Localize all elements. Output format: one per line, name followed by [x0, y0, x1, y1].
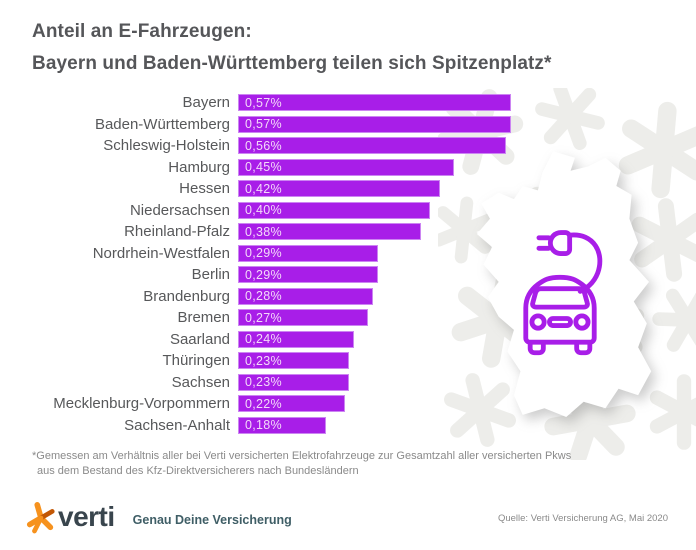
chart-row: Bremen 0,27%: [32, 307, 511, 329]
bar-value: 0,42%: [245, 181, 282, 196]
row-label: Mecklenburg-Vorpommern: [53, 395, 230, 413]
row-label: Niedersachsen: [129, 201, 230, 219]
bar-value: 0,29%: [245, 246, 282, 261]
row-label: Baden-Württemberg: [94, 115, 230, 133]
bar: 0,18%: [238, 416, 326, 434]
row-label: Sachsen: [171, 373, 230, 391]
chart-row: Sachsen 0,23%: [32, 372, 511, 394]
bar-value: 0,23%: [245, 353, 282, 368]
row-label: Bayern: [182, 94, 230, 112]
bar-track: 0,40%: [238, 201, 430, 219]
bar-track: 0,23%: [238, 373, 349, 391]
bar-value: 0,22%: [245, 396, 282, 411]
footnote-line-2: aus dem Bestand des Kfz-Direktversichere…: [37, 465, 359, 477]
bar: 0,57%: [238, 94, 511, 112]
chart-row: Saarland 0,24%: [32, 329, 511, 351]
row-label: Berlin: [191, 266, 230, 284]
verti-logo: verti Genau Deine Versicherung: [26, 500, 292, 534]
germany-map-icon: [476, 151, 652, 418]
bar: 0,29%: [238, 266, 378, 284]
bar: 0,22%: [238, 395, 345, 413]
title-line-2: Bayern und Baden-Württemberg teilen sich…: [32, 53, 552, 74]
chart-row: Mecklenburg-Vorpommern 0,22%: [32, 393, 511, 415]
chart-row: Hessen 0,42%: [32, 178, 511, 200]
bar-track: 0,56%: [238, 137, 506, 155]
row-label: Nordrhein-Westfalen: [92, 244, 230, 262]
page-title: Anteil an E-Fahrzeugen: Bayern und Baden…: [32, 16, 552, 80]
bar-value: 0,27%: [245, 310, 282, 325]
bar-value: 0,57%: [245, 117, 282, 132]
bar: 0,57%: [238, 115, 511, 133]
bar-track: 0,57%: [238, 94, 511, 112]
bar-value: 0,56%: [245, 138, 282, 153]
bar: 0,24%: [238, 330, 354, 348]
bar-track: 0,42%: [238, 180, 440, 198]
bar: 0,38%: [238, 223, 421, 241]
bar-track: 0,24%: [238, 330, 354, 348]
row-label: Thüringen: [162, 352, 230, 370]
bar-value: 0,18%: [245, 418, 282, 433]
row-label: Hessen: [179, 180, 230, 198]
bar-track: 0,38%: [238, 223, 421, 241]
bar-track: 0,29%: [238, 266, 378, 284]
bar: 0,45%: [238, 158, 454, 176]
bar: 0,42%: [238, 180, 440, 198]
chart-row: Schleswig-Holstein 0,56%: [32, 135, 511, 157]
bar: 0,28%: [238, 287, 373, 305]
bar: 0,40%: [238, 201, 430, 219]
electric-car-plug-icon: [523, 230, 603, 356]
bar: 0,23%: [238, 352, 349, 370]
bar-track: 0,28%: [238, 287, 373, 305]
row-label: Saarland: [169, 330, 230, 348]
bar-track: 0,22%: [238, 395, 345, 413]
chart-row: Niedersachsen 0,40%: [32, 200, 511, 222]
bar-track: 0,29%: [238, 244, 378, 262]
chart-row: Nordrhein-Westfalen 0,29%: [32, 243, 511, 265]
footnote: *Gemessen am Verhältnis aller bei Verti …: [32, 449, 571, 479]
bar-value: 0,24%: [245, 332, 282, 347]
chart-row: Bayern 0,57%: [32, 92, 511, 114]
row-label: Sachsen-Anhalt: [124, 416, 230, 434]
bar-track: 0,27%: [238, 309, 368, 327]
bar: 0,56%: [238, 137, 506, 155]
chart-row: Baden-Württemberg 0,57%: [32, 114, 511, 136]
chart-row: Berlin 0,29%: [32, 264, 511, 286]
bar-value: 0,40%: [245, 203, 282, 218]
chart-row: Brandenburg 0,28%: [32, 286, 511, 308]
bar-track: 0,18%: [238, 416, 326, 434]
verti-wordmark: verti: [58, 501, 115, 532]
chart-row: Thüringen 0,23%: [32, 350, 511, 372]
row-label: Schleswig-Holstein: [103, 137, 230, 155]
title-line-1: Anteil an E-Fahrzeugen:: [32, 21, 252, 42]
bar-value: 0,28%: [245, 289, 282, 304]
chart-row: Hamburg 0,45%: [32, 157, 511, 179]
footnote-line-1: *Gemessen am Verhältnis aller bei Verti …: [32, 450, 572, 462]
bar-value: 0,45%: [245, 160, 282, 175]
bar-value: 0,23%: [245, 375, 282, 390]
bar-track: 0,23%: [238, 352, 349, 370]
bar: 0,23%: [238, 373, 349, 391]
bar-track: 0,45%: [238, 158, 454, 176]
bar-value: 0,29%: [245, 267, 282, 282]
row-label: Brandenburg: [143, 287, 230, 305]
bar: 0,29%: [238, 244, 378, 262]
bar-value: 0,57%: [245, 95, 282, 110]
logo-tagline: Genau Deine Versicherung: [132, 513, 292, 527]
bar-chart: Bayern 0,57% Baden-Württemberg 0,57% Sch…: [32, 92, 511, 436]
chart-row: Rheinland-Pfalz 0,38%: [32, 221, 511, 243]
bar: 0,27%: [238, 309, 368, 327]
bar-value: 0,38%: [245, 224, 282, 239]
row-label: Bremen: [177, 309, 230, 327]
bar-track: 0,57%: [238, 115, 511, 133]
verti-star-icon: [26, 502, 55, 534]
source-credit: Quelle: Verti Versicherung AG, Mai 2020: [497, 513, 668, 524]
row-label: Rheinland-Pfalz: [124, 223, 230, 241]
chart-row: Sachsen-Anhalt 0,18%: [32, 415, 511, 437]
row-label: Hamburg: [168, 158, 230, 176]
